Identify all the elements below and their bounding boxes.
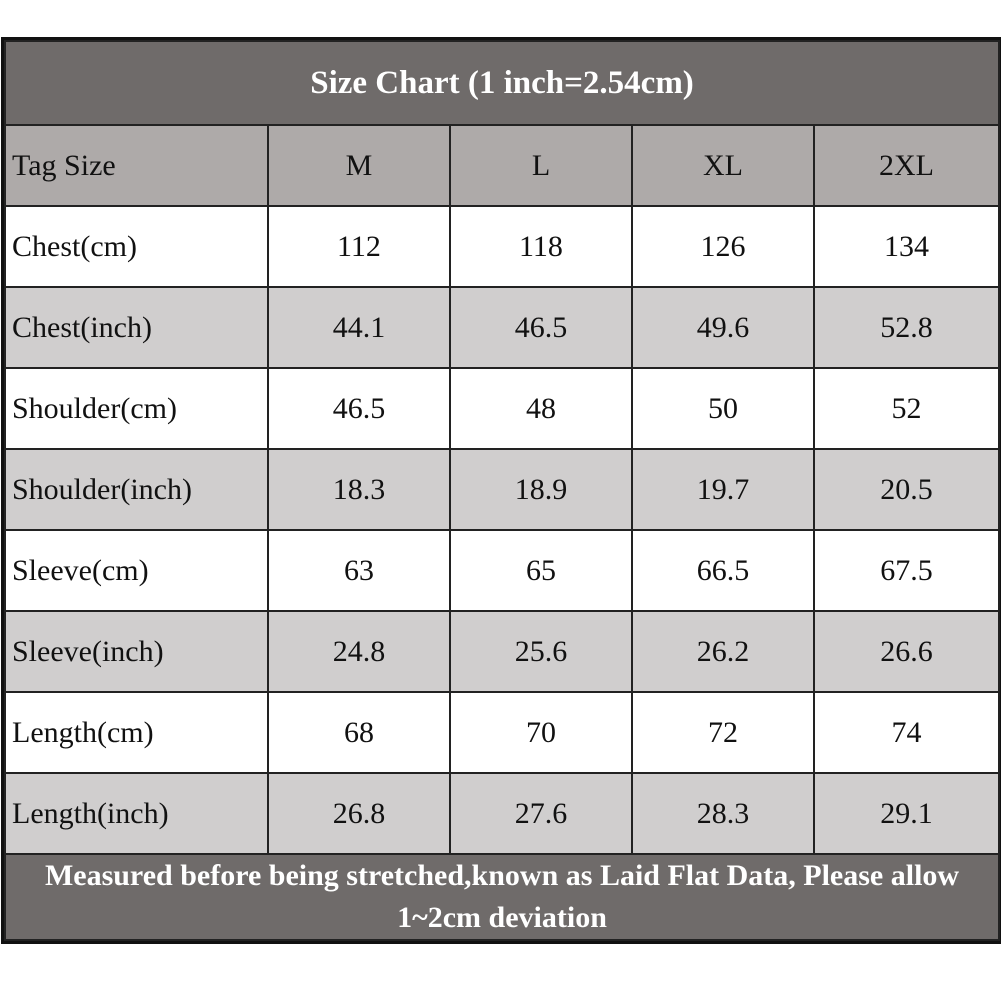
- table-cell: 63: [267, 529, 451, 612]
- table-row: Sleeve(cm) 63 65 66.5 67.5: [4, 529, 1001, 612]
- row-label: Length(inch): [4, 772, 269, 855]
- table-cell: 49.6: [631, 286, 815, 369]
- footer-note: Measured before being stretched,known as…: [3, 853, 1001, 941]
- table-cell: 72: [631, 691, 815, 774]
- row-label: Length(cm): [4, 691, 269, 774]
- table-cell: 126: [631, 205, 815, 288]
- table-cell: 52.8: [812, 286, 1001, 369]
- size-header: L: [449, 124, 633, 207]
- size-header: XL: [631, 124, 815, 207]
- table-cell: 26.6: [812, 610, 1001, 693]
- table-cell: 20.5: [812, 448, 1001, 531]
- table-cell: 24.8: [267, 610, 451, 693]
- table-cell: 52: [812, 367, 1001, 450]
- table-row: Length(inch) 26.8 27.6 28.3 29.1: [4, 772, 1001, 855]
- row-label: Sleeve(cm): [4, 529, 269, 612]
- table-row: Sleeve(inch) 24.8 25.6 26.2 26.6: [4, 610, 1001, 693]
- table-cell: 118: [449, 205, 633, 288]
- table-cell: 26.8: [267, 772, 451, 855]
- table-row: Shoulder(inch) 18.3 18.9 19.7 20.5: [4, 448, 1001, 531]
- table-cell: 25.6: [449, 610, 633, 693]
- table-cell: 48: [449, 367, 633, 450]
- header-row: Tag Size M L XL 2XL: [4, 124, 1001, 207]
- table-cell: 112: [267, 205, 451, 288]
- table-cell: 19.7: [631, 448, 815, 531]
- row-label: Chest(cm): [4, 205, 269, 288]
- table-cell: 27.6: [449, 772, 633, 855]
- table-cell: 26.2: [631, 610, 815, 693]
- size-header: M: [267, 124, 451, 207]
- table-cell: 46.5: [449, 286, 633, 369]
- table-cell: 46.5: [267, 367, 451, 450]
- row-label: Sleeve(inch): [4, 610, 269, 693]
- table-cell: 65: [449, 529, 633, 612]
- size-table: Size Chart (1 inch=2.54cm) Tag Size M L …: [3, 40, 1001, 941]
- table-row: Length(cm) 68 70 72 74: [4, 691, 1001, 774]
- footer-row: Measured before being stretched,known as…: [3, 853, 1001, 941]
- table-cell: 50: [631, 367, 815, 450]
- size-chart: Size Chart (1 inch=2.54cm) Tag Size M L …: [1, 37, 1001, 944]
- table-cell: 18.3: [267, 448, 451, 531]
- size-header: 2XL: [812, 124, 1001, 207]
- table-row: Chest(inch) 44.1 46.5 49.6 52.8: [4, 286, 1001, 369]
- title-row: Size Chart (1 inch=2.54cm): [3, 40, 1001, 126]
- table-cell: 28.3: [631, 772, 815, 855]
- row-label: Shoulder(inch): [4, 448, 269, 531]
- table-cell: 66.5: [631, 529, 815, 612]
- table-cell: 29.1: [812, 772, 1001, 855]
- table-cell: 18.9: [449, 448, 633, 531]
- table-cell: 44.1: [267, 286, 451, 369]
- header-label: Tag Size: [4, 124, 269, 207]
- table-cell: 68: [267, 691, 451, 774]
- table-cell: 134: [812, 205, 1001, 288]
- row-label: Chest(inch): [4, 286, 269, 369]
- table-row: Shoulder(cm) 46.5 48 50 52: [4, 367, 1001, 450]
- table-cell: 70: [449, 691, 633, 774]
- table-cell: 74: [812, 691, 1001, 774]
- table-cell: 67.5: [812, 529, 1001, 612]
- chart-title: Size Chart (1 inch=2.54cm): [3, 40, 1001, 126]
- table-row: Chest(cm) 112 118 126 134: [4, 205, 1001, 288]
- row-label: Shoulder(cm): [4, 367, 269, 450]
